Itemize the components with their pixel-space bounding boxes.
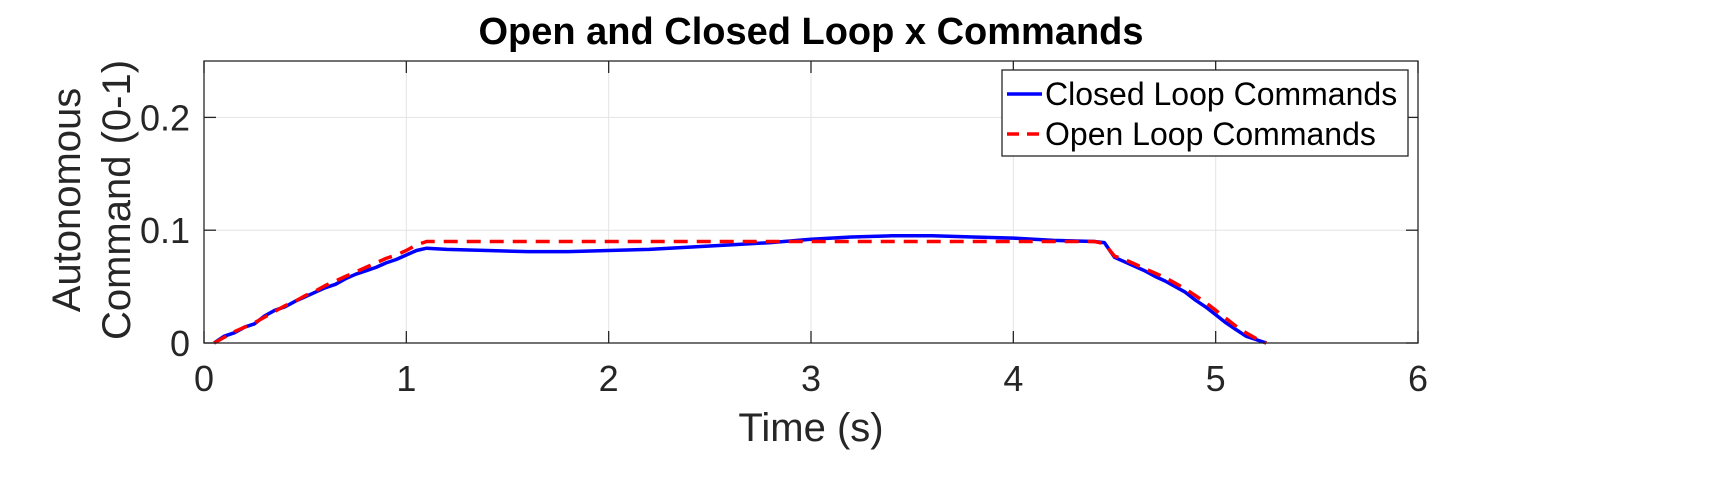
y-tick-label: 0	[170, 323, 190, 364]
x-tick-label: 4	[1003, 358, 1023, 399]
x-axis-label: Time (s)	[738, 406, 883, 450]
y-axis-label: Autonomous Command (0-1)	[45, 60, 139, 340]
y-axis-label-line-1: Autonomous	[45, 88, 89, 313]
chart-title: Open and Closed Loop x Commands	[478, 11, 1143, 53]
x-tick-label: 3	[801, 358, 821, 399]
ticks: 0 1 2 3 4 5 6 0 0.1 0.2	[140, 61, 1428, 399]
y-tick-label: 0.2	[140, 97, 190, 138]
x-tick-label: 0	[194, 358, 214, 399]
x-tick-label: 2	[599, 358, 619, 399]
x-tick-label: 5	[1206, 358, 1226, 399]
legend-label-closed-loop: Closed Loop Commands	[1045, 76, 1397, 112]
series-line-open-loop	[213, 239, 1268, 345]
y-axis-label-line-2: Command (0-1)	[95, 60, 139, 340]
legend-box	[1001, 69, 1409, 157]
series-line-closed-loop	[213, 234, 1267, 345]
series-group	[213, 234, 1268, 345]
legend-label-open-loop: Open Loop Commands	[1045, 116, 1376, 152]
y-tick-label: 0.1	[140, 210, 190, 251]
x-tick-label: 6	[1408, 358, 1428, 399]
legend: Closed Loop Commands Open Loop Commands	[1001, 69, 1409, 157]
x-tick-label: 1	[396, 358, 416, 399]
